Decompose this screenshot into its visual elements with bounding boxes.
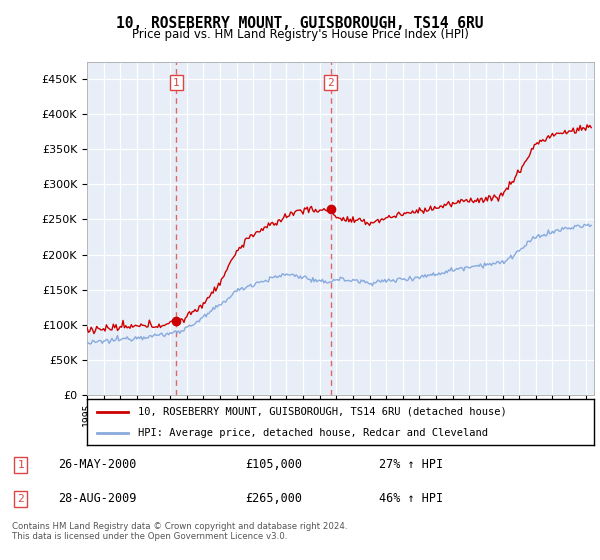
Text: HPI: Average price, detached house, Redcar and Cleveland: HPI: Average price, detached house, Redc… [138,428,488,438]
Text: 1: 1 [17,460,24,470]
Text: 28-AUG-2009: 28-AUG-2009 [59,492,137,505]
Text: 46% ↑ HPI: 46% ↑ HPI [379,492,443,505]
Text: 10, ROSEBERRY MOUNT, GUISBOROUGH, TS14 6RU: 10, ROSEBERRY MOUNT, GUISBOROUGH, TS14 6… [116,16,484,31]
Text: 2: 2 [327,78,334,88]
Text: 1: 1 [173,78,180,88]
Text: 27% ↑ HPI: 27% ↑ HPI [379,458,443,471]
Text: £105,000: £105,000 [245,458,302,471]
Text: Contains HM Land Registry data © Crown copyright and database right 2024.
This d: Contains HM Land Registry data © Crown c… [12,522,347,542]
Text: Price paid vs. HM Land Registry's House Price Index (HPI): Price paid vs. HM Land Registry's House … [131,28,469,41]
Text: 10, ROSEBERRY MOUNT, GUISBOROUGH, TS14 6RU (detached house): 10, ROSEBERRY MOUNT, GUISBOROUGH, TS14 6… [138,407,506,417]
Text: 2: 2 [17,494,24,504]
Text: £265,000: £265,000 [245,492,302,505]
Text: 26-MAY-2000: 26-MAY-2000 [59,458,137,471]
